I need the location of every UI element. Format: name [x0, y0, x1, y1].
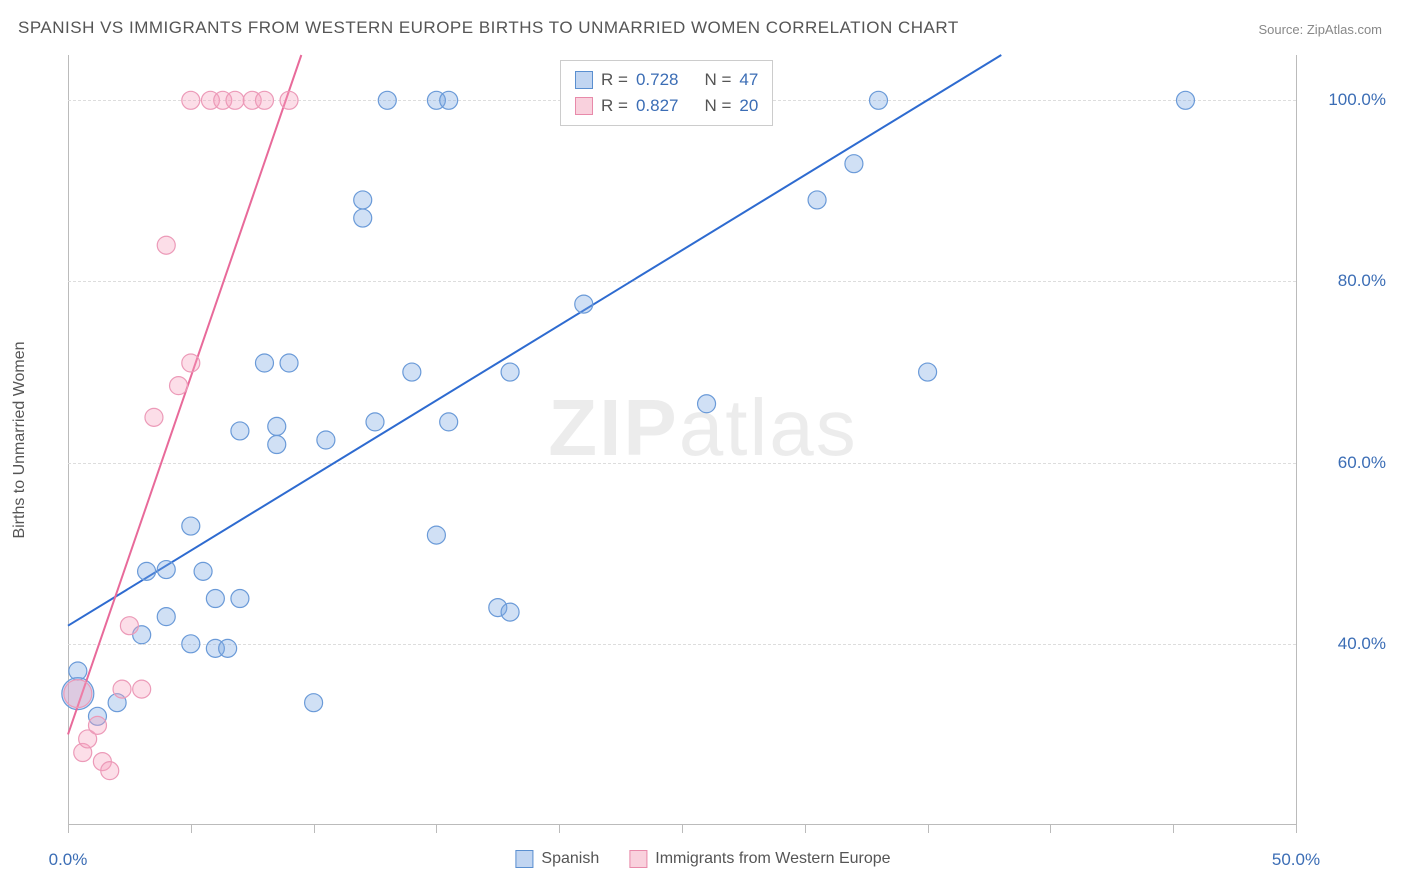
data-point — [231, 422, 249, 440]
n-value: 20 — [739, 96, 758, 116]
data-point — [206, 590, 224, 608]
data-point — [305, 694, 323, 712]
data-point — [869, 91, 887, 109]
legend-row-blue: R = 0.728 N = 47 — [575, 67, 758, 93]
legend-label: Immigrants from Western Europe — [655, 850, 890, 868]
data-point — [182, 635, 200, 653]
data-point — [268, 417, 286, 435]
swatch-pink-icon — [629, 850, 647, 868]
x-tick — [928, 825, 929, 833]
data-point — [182, 517, 200, 535]
y-tick-label: 60.0% — [1338, 453, 1386, 473]
data-point — [698, 395, 716, 413]
data-point — [366, 413, 384, 431]
data-point — [101, 762, 119, 780]
swatch-pink-icon — [575, 97, 593, 115]
data-point — [182, 91, 200, 109]
data-point — [378, 91, 396, 109]
right-axis-line — [1296, 55, 1297, 825]
data-point — [501, 603, 519, 621]
data-point — [88, 716, 106, 734]
data-point — [157, 236, 175, 254]
data-point — [157, 608, 175, 626]
data-point — [354, 191, 372, 209]
data-point — [575, 295, 593, 313]
x-tick — [314, 825, 315, 833]
data-point — [440, 413, 458, 431]
r-label: R = — [601, 96, 628, 116]
n-label: N = — [704, 70, 731, 90]
y-tick-label: 40.0% — [1338, 634, 1386, 654]
data-point — [440, 91, 458, 109]
r-value: 0.728 — [636, 70, 679, 90]
data-point — [280, 91, 298, 109]
data-point — [113, 680, 131, 698]
regression-line — [68, 55, 301, 734]
x-tick — [559, 825, 560, 833]
x-tick — [436, 825, 437, 833]
r-value: 0.827 — [636, 96, 679, 116]
data-point — [280, 354, 298, 372]
x-tick — [682, 825, 683, 833]
x-tick-label: 0.0% — [49, 850, 88, 870]
legend-label: Spanish — [541, 850, 599, 868]
data-point — [1176, 91, 1194, 109]
data-point — [64, 680, 92, 708]
data-point — [157, 561, 175, 579]
data-point — [138, 562, 156, 580]
x-tick — [68, 825, 69, 833]
data-point — [69, 662, 87, 680]
data-point — [231, 590, 249, 608]
swatch-blue-icon — [515, 850, 533, 868]
y-tick-label: 80.0% — [1338, 271, 1386, 291]
data-point — [226, 91, 244, 109]
scatter-plot-svg — [68, 55, 1296, 825]
n-label: N = — [704, 96, 731, 116]
data-point — [182, 354, 200, 372]
x-tick — [1296, 825, 1297, 833]
regression-line — [68, 55, 1001, 626]
data-point — [194, 562, 212, 580]
x-tick — [1173, 825, 1174, 833]
y-axis-label: Births to Unmarried Women — [11, 341, 29, 538]
legend-item-spanish: Spanish — [515, 850, 599, 868]
data-point — [501, 363, 519, 381]
correlation-legend: R = 0.728 N = 47 R = 0.827 N = 20 — [560, 60, 773, 126]
r-label: R = — [601, 70, 628, 90]
data-point — [255, 354, 273, 372]
data-point — [120, 617, 138, 635]
chart-title: SPANISH VS IMMIGRANTS FROM WESTERN EUROP… — [18, 18, 959, 38]
x-tick — [191, 825, 192, 833]
n-value: 47 — [739, 70, 758, 90]
legend-row-pink: R = 0.827 N = 20 — [575, 93, 758, 119]
data-point — [255, 91, 273, 109]
data-point — [268, 436, 286, 454]
data-point — [354, 209, 372, 227]
data-point — [403, 363, 421, 381]
data-point — [427, 526, 445, 544]
source-label: Source: ZipAtlas.com — [1258, 22, 1382, 37]
x-tick — [1050, 825, 1051, 833]
data-point — [219, 639, 237, 657]
y-tick-label: 100.0% — [1328, 90, 1386, 110]
data-point — [919, 363, 937, 381]
data-point — [145, 408, 163, 426]
data-point — [133, 680, 151, 698]
data-point — [808, 191, 826, 209]
swatch-blue-icon — [575, 71, 593, 89]
series-legend: Spanish Immigrants from Western Europe — [515, 850, 890, 868]
x-tick — [805, 825, 806, 833]
data-point — [170, 377, 188, 395]
data-point — [317, 431, 335, 449]
x-tick-label: 50.0% — [1272, 850, 1320, 870]
data-point — [845, 155, 863, 173]
legend-item-immigrants: Immigrants from Western Europe — [629, 850, 890, 868]
